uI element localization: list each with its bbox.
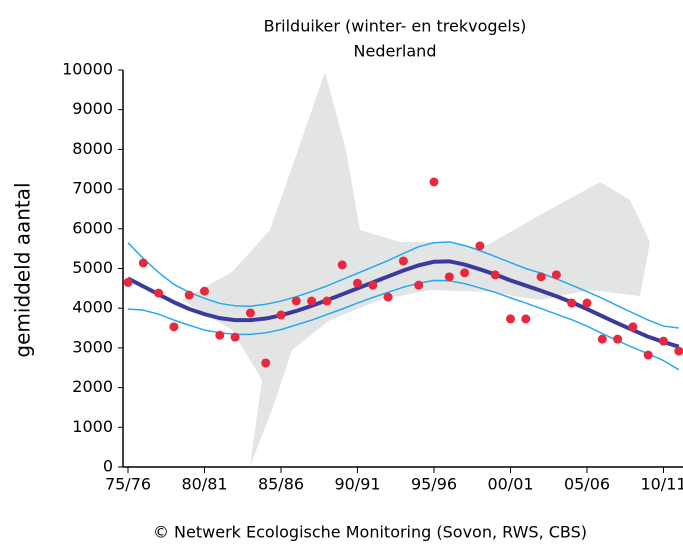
data-point xyxy=(398,256,408,266)
y-tick-label: 7000 xyxy=(72,179,113,198)
x-tick-label: 75/76 xyxy=(105,475,151,494)
data-point xyxy=(383,292,393,302)
x-tick-label: 00/01 xyxy=(487,475,533,494)
y-tick-label: 5000 xyxy=(72,258,113,277)
x-tick-label: 10/11 xyxy=(640,475,683,494)
y-tick-label: 9000 xyxy=(72,99,113,118)
data-point xyxy=(169,322,179,332)
data-point xyxy=(429,177,439,187)
data-point xyxy=(521,314,531,324)
data-point xyxy=(245,308,255,318)
data-point xyxy=(628,322,638,332)
data-point xyxy=(444,272,454,282)
data-point xyxy=(276,310,286,320)
data-point xyxy=(674,346,683,356)
x-tick-label: 85/86 xyxy=(258,475,304,494)
data-point xyxy=(261,358,271,368)
data-point xyxy=(138,258,148,268)
data-point xyxy=(613,334,623,344)
source-credit: © Netwerk Ecologische Monitoring (Sovon,… xyxy=(153,523,587,542)
x-tick-label: 95/96 xyxy=(411,475,457,494)
data-point xyxy=(291,296,301,306)
data-point xyxy=(353,278,362,288)
data-point xyxy=(154,288,164,298)
y-tick-label: 6000 xyxy=(72,218,113,237)
data-point xyxy=(506,314,515,324)
y-tick-label: 8000 xyxy=(72,139,113,158)
chart-subtitle: Nederland xyxy=(354,42,437,61)
data-point xyxy=(582,298,592,308)
data-point xyxy=(643,350,653,360)
y-tick-label: 0 xyxy=(103,457,113,476)
data-point xyxy=(475,241,485,251)
trend-line xyxy=(127,259,680,349)
data-point xyxy=(184,290,194,300)
y-axis-label: gemiddeld aantal xyxy=(11,182,35,357)
x-tick-label: 90/91 xyxy=(334,475,380,494)
y-tick-label: 1000 xyxy=(72,417,113,436)
chart-title: Brilduiker (winter- en trekvogels) xyxy=(264,17,527,36)
data-point xyxy=(597,334,607,344)
y-tick-label: 10000 xyxy=(62,60,113,79)
data-point xyxy=(307,296,317,306)
bird-silhouette xyxy=(182,72,650,466)
data-point xyxy=(659,336,668,346)
data-point xyxy=(536,272,546,282)
data-point xyxy=(551,270,561,280)
data-point xyxy=(215,330,225,340)
trend-line xyxy=(127,241,679,329)
data-point xyxy=(567,298,577,308)
data-point xyxy=(322,296,332,306)
data-point xyxy=(460,268,470,278)
x-tick-label: 80/81 xyxy=(181,475,227,494)
data-point xyxy=(368,280,378,290)
data-point xyxy=(123,277,133,287)
data-point xyxy=(337,260,347,270)
x-tick-label: 05/06 xyxy=(564,475,610,494)
y-tick-label: 4000 xyxy=(72,298,113,317)
data-point xyxy=(414,280,424,290)
data-point xyxy=(200,286,209,296)
data-point xyxy=(490,270,500,280)
data-point xyxy=(230,332,240,342)
y-tick-label: 3000 xyxy=(72,337,113,356)
y-tick-label: 2000 xyxy=(72,377,113,396)
